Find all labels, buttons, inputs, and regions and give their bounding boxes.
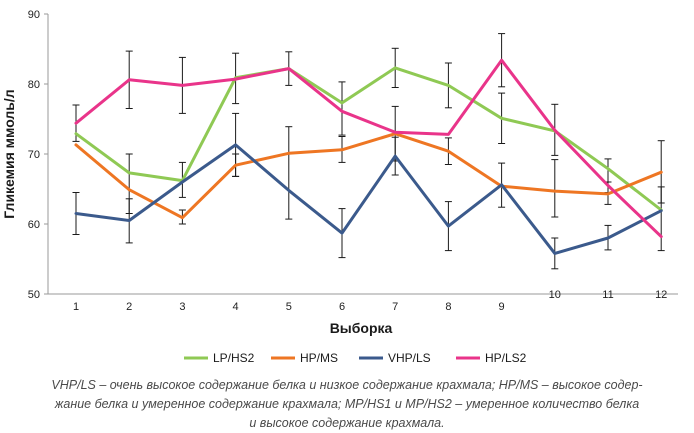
legend-item-lp-hs2: LP/HS2: [184, 351, 255, 365]
x-tick-label: 12: [655, 289, 667, 301]
axes: [47, 14, 678, 295]
y-axis-title: Гликемия ммоль/л: [1, 89, 17, 218]
legend: LP/HS2 HP/MS VHP/LS HP/LS2: [184, 351, 527, 365]
y-tick-label: 90: [28, 9, 40, 21]
error-bar: [285, 126, 293, 220]
x-tick-label: 5: [286, 301, 292, 313]
x-tick-label: 8: [445, 301, 451, 313]
series-line-lp-hs2: [74, 66, 663, 212]
y-ticks: 50 60 70 80 90: [28, 9, 48, 301]
series-lines: [74, 58, 663, 255]
x-tick-label: 2: [126, 301, 132, 313]
legend-label: HP/MS: [300, 351, 338, 365]
legend-item-vhp-ls: VHP/LS: [359, 351, 431, 365]
x-tick-label: 9: [499, 301, 505, 313]
x-tick-label: 6: [339, 301, 345, 313]
caption-line: жание белка и умеренное содержание крахм…: [54, 397, 640, 411]
y-tick-label: 70: [28, 149, 40, 161]
legend-label: VHP/LS: [388, 351, 431, 365]
caption-line: и высокое содержание крахмала.: [249, 416, 445, 430]
x-tick-label: 11: [602, 289, 613, 301]
x-tick-label: 4: [233, 301, 239, 313]
x-tick-label: 7: [392, 301, 398, 313]
error-bar: [551, 159, 559, 218]
series-line-vhp-ls: [74, 143, 663, 255]
series-line-hp-ls2: [74, 58, 663, 239]
series-line-hp-ms: [74, 132, 663, 220]
error-bar: [338, 81, 346, 136]
error-bar: [657, 186, 665, 252]
x-ticks: 1 2 3 4 5 6 7 8 910 11 12: [73, 289, 667, 313]
legend-item-hp-ls2: HP/LS2: [456, 351, 527, 365]
legend-label: LP/HS2: [213, 351, 255, 365]
x-axis-title: Выборка: [330, 320, 393, 336]
x-tick-label: 10: [549, 289, 561, 301]
y-tick-label: 80: [28, 79, 40, 91]
x-tick-label: 3: [179, 301, 185, 313]
caption-line: VHP/LS – очень высокое содержание белка …: [51, 378, 643, 392]
legend-label: HP/LS2: [485, 351, 527, 365]
y-tick-label: 60: [28, 219, 40, 231]
legend-item-hp-ms: HP/MS: [271, 351, 338, 365]
y-tick-label: 50: [28, 289, 40, 301]
figure-caption: VHP/LS – очень высокое содержание белка …: [0, 376, 694, 433]
x-tick-label: 1: [73, 301, 79, 313]
